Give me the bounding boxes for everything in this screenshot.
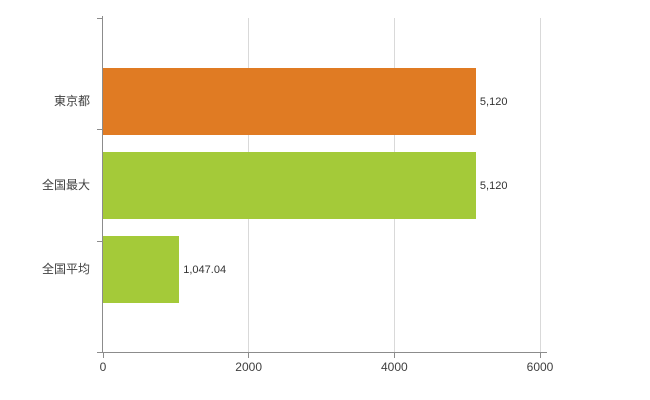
x-tick-label: 2000 (235, 360, 263, 374)
x-axis-line (97, 352, 547, 353)
category-label: 全国平均 (41, 262, 90, 276)
category-label: 全国最大 (41, 178, 90, 192)
category-label: 東京都 (53, 94, 90, 108)
y-axis-line (102, 16, 103, 353)
x-axis-tick (102, 353, 104, 358)
plot-area: 5,120 5,120 1,047.04 (103, 18, 541, 352)
x-axis-tick (248, 353, 250, 358)
y-axis-tick (97, 18, 102, 19)
gridline (539, 18, 541, 352)
bar-全国平均 (103, 236, 180, 303)
value-label: 1,047.04 (183, 263, 227, 276)
x-tick-label: 4000 (380, 360, 408, 374)
x-tick-label: 6000 (526, 360, 554, 374)
value-label: 5,120 (479, 95, 508, 108)
y-axis-tick (97, 241, 102, 242)
y-axis-tick (97, 352, 102, 353)
bar-東京都 (103, 68, 476, 135)
bar-全国最大 (103, 152, 476, 219)
x-axis-tick (393, 353, 395, 358)
x-axis-tick (539, 353, 541, 358)
x-tick-label: 0 (99, 360, 107, 374)
value-label: 5,120 (479, 179, 508, 192)
y-axis-tick (97, 129, 102, 130)
